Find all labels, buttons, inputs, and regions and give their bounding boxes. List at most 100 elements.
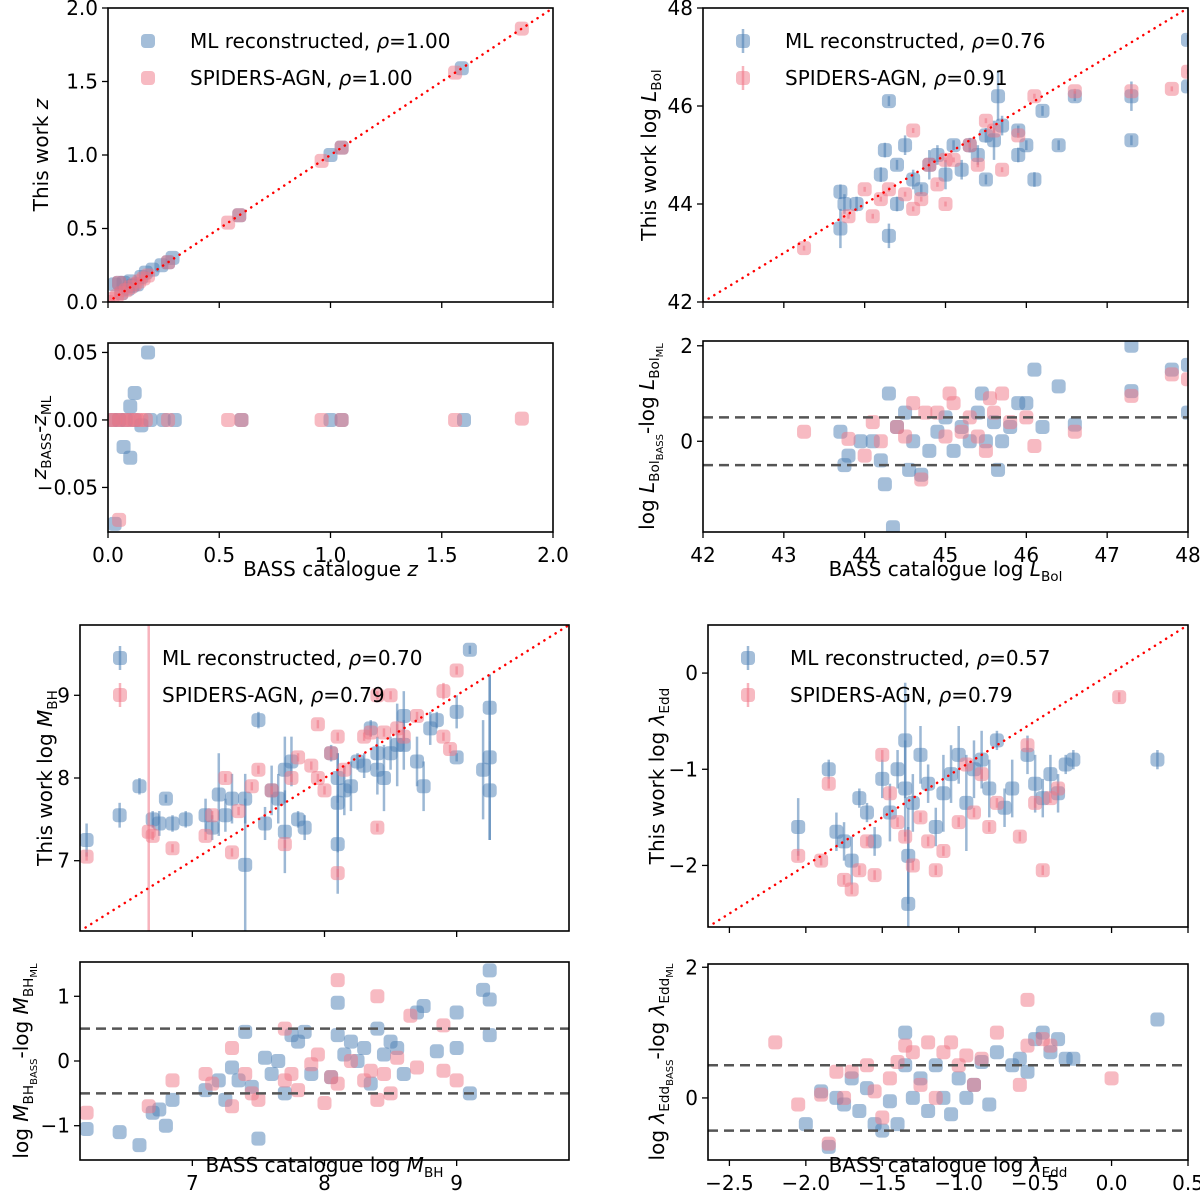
data-point bbox=[859, 1058, 874, 1073]
identity-line bbox=[703, 8, 1188, 302]
data-point bbox=[890, 815, 905, 830]
data-point bbox=[370, 1092, 385, 1107]
data-point bbox=[1028, 776, 1043, 791]
y-tick-label: 44 bbox=[668, 192, 693, 216]
data-point bbox=[152, 816, 167, 831]
data-point bbox=[145, 828, 160, 843]
data-point bbox=[264, 783, 279, 798]
data-point bbox=[906, 123, 921, 138]
data-point bbox=[297, 1024, 312, 1039]
data-point bbox=[890, 1117, 905, 1132]
x-tick-label: 7 bbox=[186, 1171, 199, 1192]
y-tick-label: 1.5 bbox=[66, 70, 98, 94]
data-point bbox=[989, 1025, 1004, 1040]
residual-y-axis-label: log MBHBASS-log MBHML bbox=[9, 963, 40, 1159]
data-point bbox=[330, 995, 345, 1010]
data-point bbox=[1051, 138, 1066, 153]
data-point bbox=[867, 868, 882, 883]
data-point bbox=[991, 89, 1006, 104]
data-point bbox=[449, 1073, 464, 1088]
data-point bbox=[962, 410, 977, 425]
data-point bbox=[1027, 172, 1042, 187]
data-point bbox=[1150, 752, 1165, 767]
data-point bbox=[410, 754, 425, 769]
data-point bbox=[123, 399, 138, 414]
data-point bbox=[829, 1064, 844, 1079]
data-point bbox=[138, 412, 153, 427]
data-point bbox=[982, 1097, 997, 1112]
data-point bbox=[330, 837, 345, 852]
data-point bbox=[890, 762, 905, 777]
data-point bbox=[928, 863, 943, 878]
y-axis-label: This work z bbox=[29, 98, 53, 212]
data-point bbox=[898, 781, 913, 796]
data-point bbox=[238, 857, 253, 872]
data-point bbox=[913, 810, 928, 825]
data-point bbox=[798, 1117, 813, 1132]
y-tick-label: −1 bbox=[41, 1114, 70, 1138]
series-spiders-agn bbox=[80, 625, 464, 931]
data-point bbox=[1181, 372, 1188, 387]
data-point bbox=[330, 729, 345, 744]
x-tick-label: 46 bbox=[1014, 543, 1039, 567]
data-point bbox=[314, 412, 329, 427]
x-axis-label: BASS catalogue z bbox=[243, 557, 418, 581]
data-point bbox=[987, 405, 1001, 420]
series-spiders-agn bbox=[108, 411, 529, 527]
data-point bbox=[310, 771, 325, 785]
data-point bbox=[946, 152, 961, 167]
legend: ML reconstructed, ρ=0.70 SPIDERS-AGN, ρ=0… bbox=[113, 646, 422, 707]
data-point bbox=[1124, 84, 1139, 99]
legend-label: SPIDERS-AGN, ρ=0.79 bbox=[790, 683, 1013, 707]
data-point bbox=[141, 345, 156, 360]
data-point bbox=[396, 708, 411, 723]
data-point bbox=[152, 1102, 167, 1117]
data-layer bbox=[708, 625, 1188, 927]
data-point bbox=[224, 845, 239, 860]
data-point bbox=[251, 1092, 266, 1107]
series-spiders-agn bbox=[768, 992, 1119, 1151]
data-point bbox=[1020, 1064, 1035, 1079]
data-point bbox=[449, 1041, 464, 1056]
data-point bbox=[867, 1084, 882, 1099]
legend: ML reconstructed, ρ=0.76 SPIDERS-AGN, ρ=0… bbox=[736, 29, 1045, 90]
data-point bbox=[403, 1008, 418, 1023]
y-tick-label: 0 bbox=[680, 429, 693, 453]
legend-marker-ml-icon bbox=[736, 34, 750, 48]
data-point bbox=[1150, 1012, 1165, 1027]
data-point bbox=[112, 1125, 127, 1140]
data-point bbox=[922, 443, 937, 458]
data-point bbox=[317, 783, 332, 798]
data-point bbox=[224, 791, 239, 806]
data-layer bbox=[703, 8, 1188, 302]
data-point bbox=[514, 411, 529, 426]
data-point bbox=[841, 448, 856, 463]
x-tick-label: −1.5 bbox=[858, 1171, 907, 1192]
legend: ML reconstructed, ρ=1.00 SPIDERS-AGN, ρ=1… bbox=[141, 29, 450, 90]
data-point bbox=[234, 412, 249, 427]
data-point bbox=[938, 429, 953, 444]
data-point bbox=[330, 1076, 345, 1091]
data-point bbox=[80, 1105, 94, 1120]
legend-item: ML reconstructed, ρ=0.76 bbox=[736, 29, 1045, 53]
series-ml-reconstructed bbox=[80, 963, 497, 1153]
y-axis-label: This work log LBol bbox=[637, 69, 665, 241]
data-point bbox=[334, 140, 349, 155]
x-tick-label: −1.0 bbox=[934, 1171, 983, 1192]
data-point bbox=[343, 1034, 358, 1049]
data-point bbox=[991, 462, 1006, 477]
series-spiders-agn bbox=[797, 367, 1188, 487]
data-point bbox=[989, 1045, 1004, 1060]
data-point bbox=[1043, 767, 1058, 782]
data-point bbox=[277, 824, 292, 839]
data-point bbox=[449, 663, 464, 678]
data-point bbox=[982, 819, 997, 834]
y-axis-label: This work log MBH bbox=[33, 690, 61, 867]
data-point bbox=[946, 443, 961, 458]
data-point bbox=[1124, 388, 1139, 403]
data-point bbox=[1181, 357, 1188, 372]
data-point bbox=[1067, 424, 1082, 439]
data-point bbox=[1112, 690, 1127, 705]
data-point bbox=[966, 805, 981, 820]
